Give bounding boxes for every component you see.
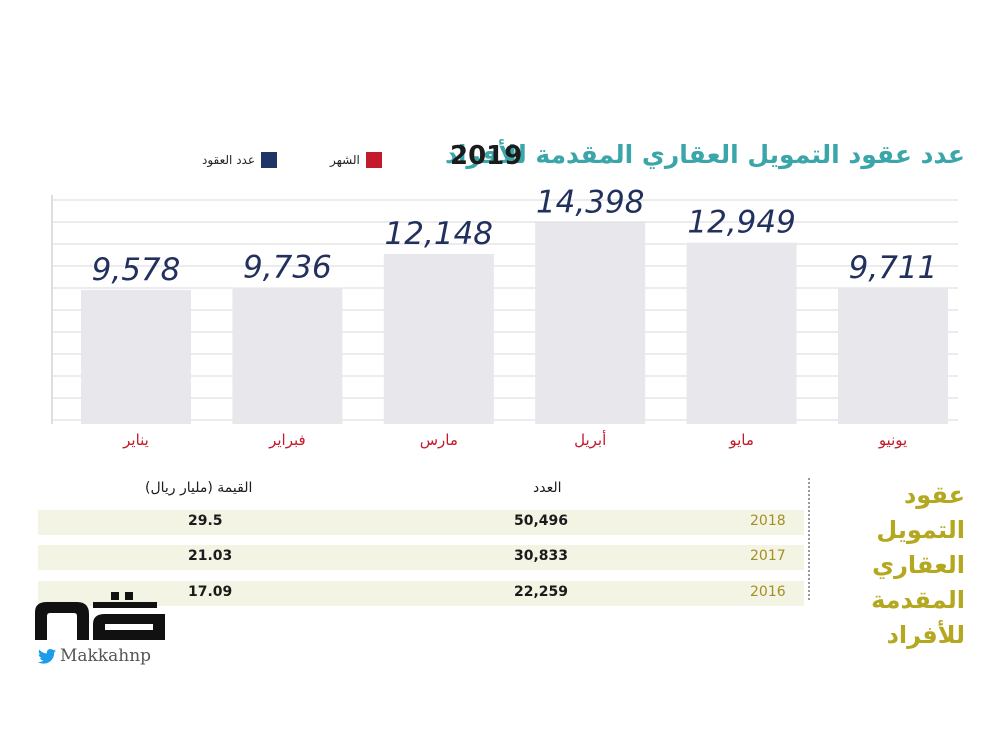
table-header-value: القيمة (مليار ريال) [145, 480, 253, 496]
table-cell-value: 21.03 [188, 548, 233, 564]
chart-title: عدد عقود التمويل العقاري المقدمة للأفراد [445, 140, 965, 169]
legend-swatch-count [261, 152, 278, 168]
table-row: 17.09 22,259 2016 [38, 581, 804, 606]
month-tick-label: أبريل [574, 430, 606, 449]
bar-5 [686, 242, 797, 424]
twitter-bird-icon [38, 648, 56, 664]
bar-2 [232, 287, 343, 424]
legend-item-month: الشهر [330, 152, 382, 168]
table-cell-year: 2017 [750, 548, 786, 564]
table-cell-count: 22,259 [514, 584, 569, 600]
table-row: 21.03 30,833 2017 [38, 545, 804, 570]
chart-year: 2019 [450, 141, 523, 171]
social-handle[interactable]: Makkahnp [38, 646, 151, 666]
bar-value-label: 9,736 [243, 250, 332, 286]
legend-item-count: عدد العقود [202, 152, 278, 168]
month-tick-label: يناير [122, 431, 149, 449]
chart-grid [51, 195, 958, 424]
table-cell-count: 50,496 [514, 513, 569, 529]
table-cell-count: 30,833 [514, 548, 569, 564]
chart-labels: 9,578 يناير 9,736 فبراير 12,148 مارس 14,398 أبر… [92, 184, 938, 449]
bar-value-label: 14,398 [536, 184, 644, 220]
table-side-title: عقود التمويل العقاري المقدمة للأفراد [871, 481, 965, 649]
bar-3 [383, 253, 494, 424]
bar-6 [838, 288, 948, 424]
table-cell-year: 2018 [750, 513, 786, 529]
table-header-count: العدد [533, 480, 562, 496]
bar-1 [81, 289, 191, 424]
bar-chart: 9,578 يناير 9,736 فبراير 12,148 مارس 14,398 أبر… [51, 184, 958, 449]
month-tick-label: يونيو [878, 431, 907, 449]
makkah-logo [35, 592, 165, 640]
bar-value-label: 9,578 [92, 252, 181, 288]
table-row: 29.5 50,496 2018 [38, 510, 804, 535]
bar-value-label: 9,711 [849, 250, 938, 286]
month-tick-label: مارس [420, 431, 458, 449]
table-cell-value: 29.5 [188, 513, 223, 529]
month-tick-label: مايو [728, 431, 754, 449]
table-cell-year: 2016 [750, 584, 786, 600]
table-cell-value: 17.09 [188, 584, 233, 600]
chart-bars [81, 222, 948, 424]
bar-4 [535, 222, 646, 424]
bar-value-label: 12,949 [687, 205, 795, 241]
legend-label-count: عدد العقود [202, 153, 256, 167]
social-handle-text: Makkahnp [60, 646, 152, 666]
month-tick-label: فبراير [268, 431, 306, 449]
legend-swatch-month [365, 152, 382, 168]
bar-value-label: 12,148 [385, 216, 493, 252]
legend-label-month: الشهر [330, 153, 360, 167]
table-side-divider [808, 478, 810, 600]
